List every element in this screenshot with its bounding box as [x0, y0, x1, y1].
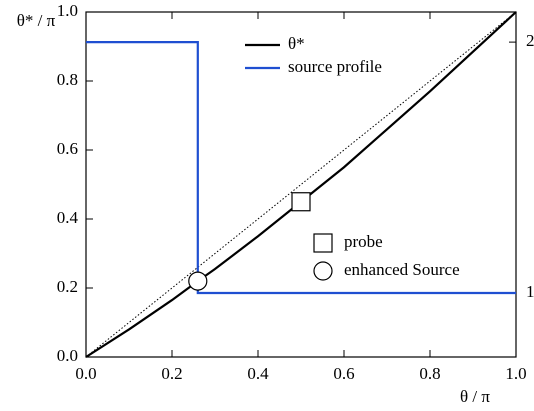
legend-label: source profile [288, 57, 382, 76]
reference-line [85, 11, 517, 358]
y-tick-label: 1.0 [57, 1, 78, 20]
legend-label: probe [344, 232, 383, 251]
x-tick-label: 0.4 [247, 364, 269, 383]
y-tick-label: 0.6 [57, 139, 78, 158]
x-tick-label: 1.0 [505, 364, 526, 383]
series-line [85, 11, 517, 358]
marker-square [291, 192, 311, 212]
plot-frame [85, 11, 517, 358]
y-axis-label: θ* / π [17, 11, 56, 30]
series-line [86, 41, 516, 295]
y-tick-label: 0.8 [57, 70, 78, 89]
marker-circle [188, 271, 208, 291]
marker-square [313, 233, 333, 253]
y2-tick-label: 1 [526, 282, 534, 301]
x-tick-label: 0.8 [419, 364, 440, 383]
x-axis-label: θ / π [460, 387, 490, 406]
y2-tick-label: 2 [526, 31, 534, 50]
legend-label: enhanced Source [344, 260, 460, 279]
legend-label: θ* [288, 34, 305, 53]
x-tick-label: 0.6 [333, 364, 354, 383]
y-tick-label: 0.0 [57, 346, 78, 365]
x-tick-label: 0.0 [75, 364, 96, 383]
x-tick-label: 0.2 [161, 364, 182, 383]
y-tick-label: 0.2 [57, 277, 78, 296]
marker-circle [313, 261, 333, 281]
y-tick-label: 0.4 [57, 208, 79, 227]
